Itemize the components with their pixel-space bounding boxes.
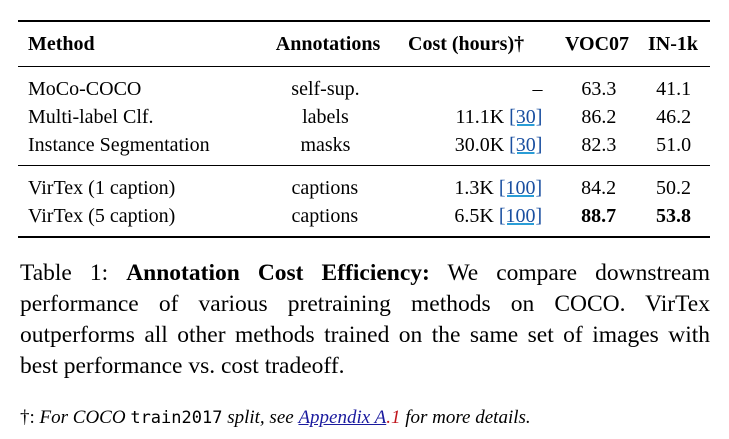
row-in1k: 50.2 [656,177,691,199]
citation-link[interactable]: [30] [509,106,543,128]
row-cost: – [532,78,543,100]
caption-label: Table 1: [20,260,109,286]
footnote-text-before: For COCO [39,407,126,428]
table-row: MoCo-COCO self-sup. – 63.3 41.1 [18,67,710,103]
appendix-link[interactable]: Appendix A.1 [298,407,401,428]
row-voc07: 86.2 [581,106,617,128]
table-section-baselines: MoCo-COCO self-sup. – 63.3 41.1 Multi-la… [18,67,710,165]
row-method: VirTex (5 caption) [28,205,176,227]
row-cost: 1.3K [100] [454,177,543,199]
results-table: Method Annotations Cost (hours)† VOC07 I… [18,20,710,238]
row-annotations: labels [302,106,349,128]
top-rule [18,20,710,22]
footnote-code: train2017 [130,408,223,428]
row-voc07: 63.3 [581,78,617,100]
table-caption: Table 1: Annotation Cost Efficiency: We … [20,258,710,382]
row-method: MoCo-COCO [28,78,142,100]
footnote-symbol: †: [20,407,35,428]
table-section-virtex: VirTex (1 caption) captions 1.3K [100] 8… [18,166,710,236]
row-cost: 6.5K [100] [454,205,543,227]
citation-link[interactable]: [100] [498,177,543,199]
caption-title: Annotation Cost Efficiency: [126,260,430,286]
header-voc07: VOC07 [564,33,630,55]
bottom-rule [18,236,710,238]
header-method: Method [28,33,95,55]
row-voc07: 84.2 [581,177,617,199]
row-method: Instance Segmentation [28,134,210,156]
table-row: Instance Segmentation masks 30.0K [30] 8… [18,131,710,165]
table-body: Method Annotations Cost (hours)† VOC07 I… [18,22,710,66]
footnote-text-after: for more details. [405,407,531,428]
footnote: †: For COCO train2017 split, see Appendi… [20,405,710,431]
row-in1k: 51.0 [656,134,692,156]
footnote-text-middle: split, see [227,407,294,428]
row-annotations: self-sup. [291,78,360,100]
row-in1k: 53.8 [656,205,691,227]
caption-text: We compare downstream performance of var… [20,260,710,379]
row-annotations: masks [300,134,351,156]
table-header-row: Method Annotations Cost (hours)† VOC07 I… [18,22,710,66]
header-in1k: IN-1k [647,33,698,55]
citation-link[interactable]: [30] [509,134,543,156]
row-annotations: captions [291,205,359,227]
header-cost: Cost (hours)† [408,33,525,55]
header-rule [18,66,710,67]
row-voc07: 82.3 [581,134,617,156]
row-cost: 30.0K [30] [454,134,543,156]
section-rule [18,165,710,166]
row-cost: 11.1K [30] [455,106,543,128]
row-annotations: captions [291,177,359,199]
row-voc07: 88.7 [581,205,617,227]
row-in1k: 46.2 [656,106,692,128]
row-method: VirTex (1 caption) [28,177,176,199]
row-method: Multi-label Clf. [28,106,154,128]
row-in1k: 41.1 [656,78,692,100]
header-annotations: Annotations [275,33,381,55]
table-row: VirTex (1 caption) captions 1.3K [100] 8… [18,166,710,202]
table-row: Multi-label Clf. labels 11.1K [30] 86.2 … [18,103,710,131]
table-row: VirTex (5 caption) captions 6.5K [100] 8… [18,202,710,236]
citation-link[interactable]: [100] [498,205,543,227]
